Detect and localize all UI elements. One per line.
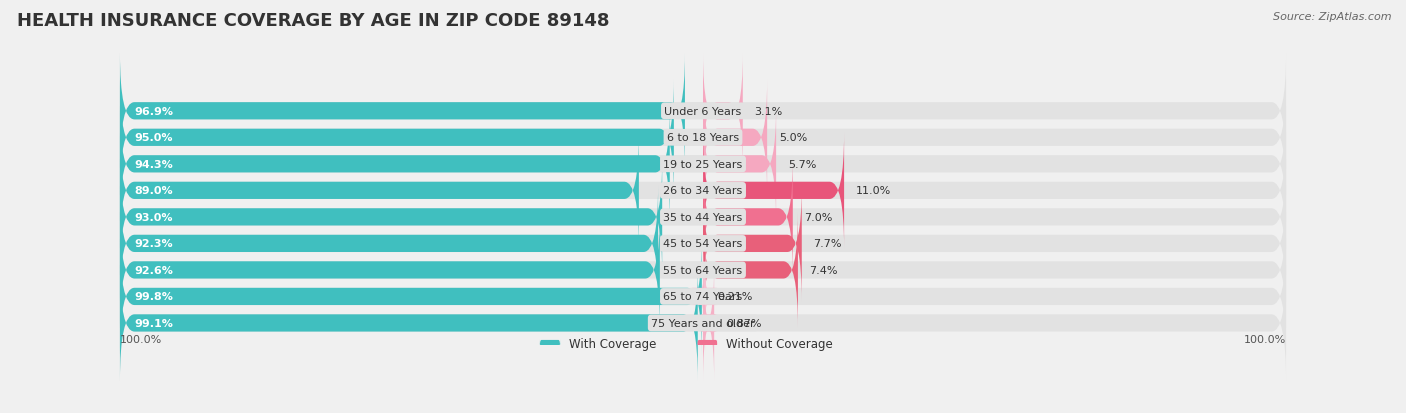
FancyBboxPatch shape: [120, 213, 1286, 328]
FancyBboxPatch shape: [120, 54, 685, 169]
Text: 7.4%: 7.4%: [810, 265, 838, 275]
Text: 94.3%: 94.3%: [135, 159, 173, 169]
Text: 96.9%: 96.9%: [135, 107, 173, 116]
Text: With Coverage: With Coverage: [569, 337, 657, 350]
Text: Without Coverage: Without Coverage: [727, 337, 834, 350]
FancyBboxPatch shape: [120, 186, 1286, 301]
Text: 45 to 54 Years: 45 to 54 Years: [664, 239, 742, 249]
Text: Under 6 Years: Under 6 Years: [665, 107, 741, 116]
FancyBboxPatch shape: [692, 239, 717, 354]
FancyBboxPatch shape: [120, 266, 697, 381]
FancyBboxPatch shape: [703, 81, 768, 195]
Text: 0.21%: 0.21%: [717, 292, 752, 302]
FancyBboxPatch shape: [120, 186, 658, 301]
Text: 55 to 64 Years: 55 to 64 Years: [664, 265, 742, 275]
Text: 92.6%: 92.6%: [135, 265, 173, 275]
Text: 7.7%: 7.7%: [814, 239, 842, 249]
FancyBboxPatch shape: [120, 107, 669, 222]
FancyBboxPatch shape: [703, 54, 742, 169]
FancyBboxPatch shape: [120, 133, 638, 249]
Text: 26 to 34 Years: 26 to 34 Years: [664, 186, 742, 196]
Text: 5.0%: 5.0%: [779, 133, 807, 143]
Text: 3.1%: 3.1%: [755, 107, 783, 116]
FancyBboxPatch shape: [703, 186, 801, 301]
FancyBboxPatch shape: [703, 160, 793, 275]
FancyBboxPatch shape: [120, 81, 673, 195]
Text: 35 to 44 Years: 35 to 44 Years: [664, 212, 742, 222]
Text: 7.0%: 7.0%: [804, 212, 832, 222]
Text: 75 Years and older: 75 Years and older: [651, 318, 755, 328]
FancyBboxPatch shape: [120, 133, 1286, 249]
FancyBboxPatch shape: [120, 160, 1286, 275]
FancyBboxPatch shape: [120, 266, 1286, 381]
Text: 65 to 74 Years: 65 to 74 Years: [664, 292, 742, 302]
Text: 5.7%: 5.7%: [787, 159, 815, 169]
FancyBboxPatch shape: [120, 107, 1286, 222]
Text: 19 to 25 Years: 19 to 25 Years: [664, 159, 742, 169]
FancyBboxPatch shape: [700, 266, 717, 381]
Text: 92.3%: 92.3%: [135, 239, 173, 249]
FancyBboxPatch shape: [540, 339, 560, 348]
Text: 0.87%: 0.87%: [725, 318, 761, 328]
FancyBboxPatch shape: [697, 339, 717, 348]
Text: 100.0%: 100.0%: [120, 334, 162, 344]
FancyBboxPatch shape: [120, 239, 1286, 354]
FancyBboxPatch shape: [120, 81, 1286, 195]
Text: 89.0%: 89.0%: [135, 186, 173, 196]
Text: Source: ZipAtlas.com: Source: ZipAtlas.com: [1274, 12, 1392, 22]
Text: 6 to 18 Years: 6 to 18 Years: [666, 133, 740, 143]
Text: 11.0%: 11.0%: [856, 186, 891, 196]
FancyBboxPatch shape: [120, 239, 702, 354]
FancyBboxPatch shape: [120, 54, 1286, 169]
Text: 99.1%: 99.1%: [135, 318, 173, 328]
Text: HEALTH INSURANCE COVERAGE BY AGE IN ZIP CODE 89148: HEALTH INSURANCE COVERAGE BY AGE IN ZIP …: [17, 12, 609, 30]
Text: 100.0%: 100.0%: [1244, 334, 1286, 344]
FancyBboxPatch shape: [120, 160, 662, 275]
FancyBboxPatch shape: [703, 213, 799, 328]
Text: 93.0%: 93.0%: [135, 212, 173, 222]
FancyBboxPatch shape: [703, 107, 776, 222]
Text: 99.8%: 99.8%: [135, 292, 173, 302]
Text: 95.0%: 95.0%: [135, 133, 173, 143]
FancyBboxPatch shape: [120, 213, 659, 328]
FancyBboxPatch shape: [703, 133, 844, 249]
